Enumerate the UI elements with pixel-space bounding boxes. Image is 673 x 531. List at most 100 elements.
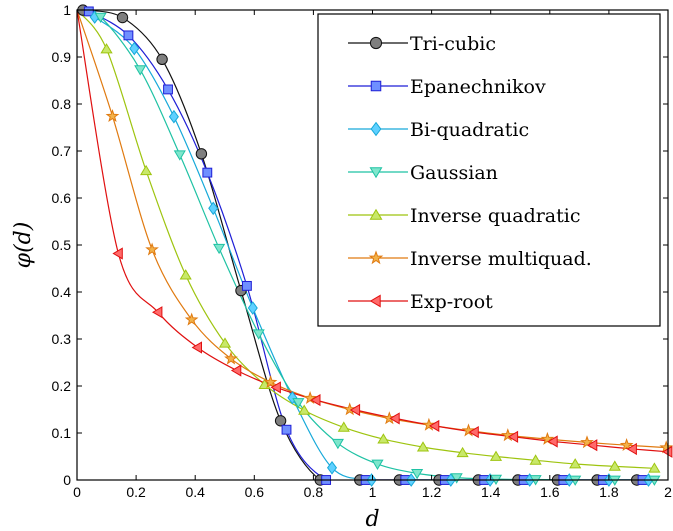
tick-layer: 0 0.2 0.4 0.6 0.8 1 1.2 1.4 1.6 1.8 2 0 0.1 0.2 0.3 0.4… xyxy=(52,2,673,500)
data-point xyxy=(270,381,281,394)
data-point xyxy=(371,459,384,470)
data-point xyxy=(331,438,344,450)
data-point xyxy=(500,428,515,442)
data-point xyxy=(224,351,238,365)
x-tick-label: 1.6 xyxy=(540,484,560,500)
data-point xyxy=(580,435,594,449)
data-point xyxy=(428,419,440,432)
data-point xyxy=(145,242,159,256)
data-point xyxy=(587,439,598,452)
y-tick-label: 0.9 xyxy=(52,49,72,65)
x-axis-label: d xyxy=(365,507,379,531)
data-point xyxy=(298,404,311,415)
legend-label: Gaussian xyxy=(410,162,498,184)
data-point xyxy=(241,280,252,291)
data-point xyxy=(152,306,163,319)
data-point xyxy=(450,473,463,484)
data-point xyxy=(94,12,107,23)
data-point xyxy=(208,201,219,216)
data-point xyxy=(213,243,226,255)
data-point xyxy=(619,438,634,451)
y-tick-label: 0.1 xyxy=(52,425,72,441)
data-point xyxy=(529,454,542,465)
x-tick-label: 1.8 xyxy=(599,484,619,500)
legend-marker xyxy=(369,294,381,308)
legend: Tri-cubic Epanechnikov Bi-quadratic Gaussia… xyxy=(317,13,661,327)
data-point xyxy=(326,460,338,475)
x-tick-label: 0.8 xyxy=(304,484,324,500)
data-point xyxy=(337,421,350,432)
data-point xyxy=(195,148,208,160)
y-tick-label: 0.6 xyxy=(52,190,72,206)
data-point xyxy=(461,423,476,437)
data-point xyxy=(173,150,186,161)
data-point xyxy=(422,417,436,431)
data-point xyxy=(105,109,120,122)
data-point xyxy=(389,412,400,425)
data-point xyxy=(456,446,469,458)
legend-label: Bi-quadratic xyxy=(410,119,529,141)
data-point xyxy=(507,430,519,443)
data-point xyxy=(218,337,232,348)
data-point xyxy=(116,11,129,24)
data-point xyxy=(468,426,479,439)
data-point xyxy=(112,247,123,260)
data-point xyxy=(140,164,153,176)
legend-label: Exp-root xyxy=(410,291,493,313)
data-point xyxy=(626,442,637,456)
y-tick-label: 0.7 xyxy=(52,143,72,159)
legend-marker xyxy=(369,36,383,50)
data-point xyxy=(489,450,503,461)
legend-label: Tri-cubic xyxy=(410,33,496,55)
y-tick-label: 0.3 xyxy=(52,331,72,347)
legend-marker xyxy=(370,121,382,137)
data-point xyxy=(191,341,202,354)
data-point xyxy=(377,433,390,444)
data-point xyxy=(349,403,361,417)
data-point xyxy=(156,53,168,66)
legend-label: Inverse multiquad. xyxy=(410,248,592,270)
x-tick-label: 0.6 xyxy=(245,484,265,500)
legend-label: Inverse quadratic xyxy=(410,205,581,227)
x-tick-label: 1.4 xyxy=(481,484,501,500)
data-point xyxy=(303,391,318,404)
x-tick-label: 0.4 xyxy=(185,484,205,500)
y-tick-label: 0.2 xyxy=(52,378,72,394)
data-point xyxy=(83,6,94,17)
data-point xyxy=(608,460,621,471)
data-point xyxy=(202,167,213,178)
y-tick-label: 0.5 xyxy=(52,237,72,253)
y-tick-label: 0.4 xyxy=(52,284,72,300)
data-point xyxy=(648,462,661,473)
data-point xyxy=(310,394,321,407)
data-point xyxy=(547,435,558,448)
data-point xyxy=(230,364,242,377)
data-point xyxy=(540,431,555,445)
data-point xyxy=(184,312,199,326)
data-point xyxy=(292,398,305,409)
y-axis-label: φ(d) xyxy=(11,222,36,269)
data-point xyxy=(411,469,424,480)
x-tick-label: 1.2 xyxy=(422,484,442,500)
legend-label: Epanechnikov xyxy=(410,76,546,98)
data-point xyxy=(274,415,287,427)
legend-marker xyxy=(370,80,382,92)
data-point xyxy=(123,30,134,41)
data-point xyxy=(129,41,140,56)
data-point xyxy=(416,441,430,452)
data-point xyxy=(263,375,278,389)
legend-marker xyxy=(368,250,384,265)
y-tick-label: 1 xyxy=(63,2,71,18)
x-tick-label: 1 xyxy=(369,484,377,500)
data-point xyxy=(281,424,292,435)
data-point xyxy=(247,301,258,315)
x-tick-label: 2 xyxy=(664,484,672,500)
data-point xyxy=(569,458,582,469)
data-point xyxy=(168,109,179,124)
y-tick-label: 0 xyxy=(63,472,71,488)
x-tick-label: 0.2 xyxy=(126,484,146,500)
data-point xyxy=(100,43,113,54)
data-point xyxy=(134,65,147,76)
data-point xyxy=(252,329,265,340)
